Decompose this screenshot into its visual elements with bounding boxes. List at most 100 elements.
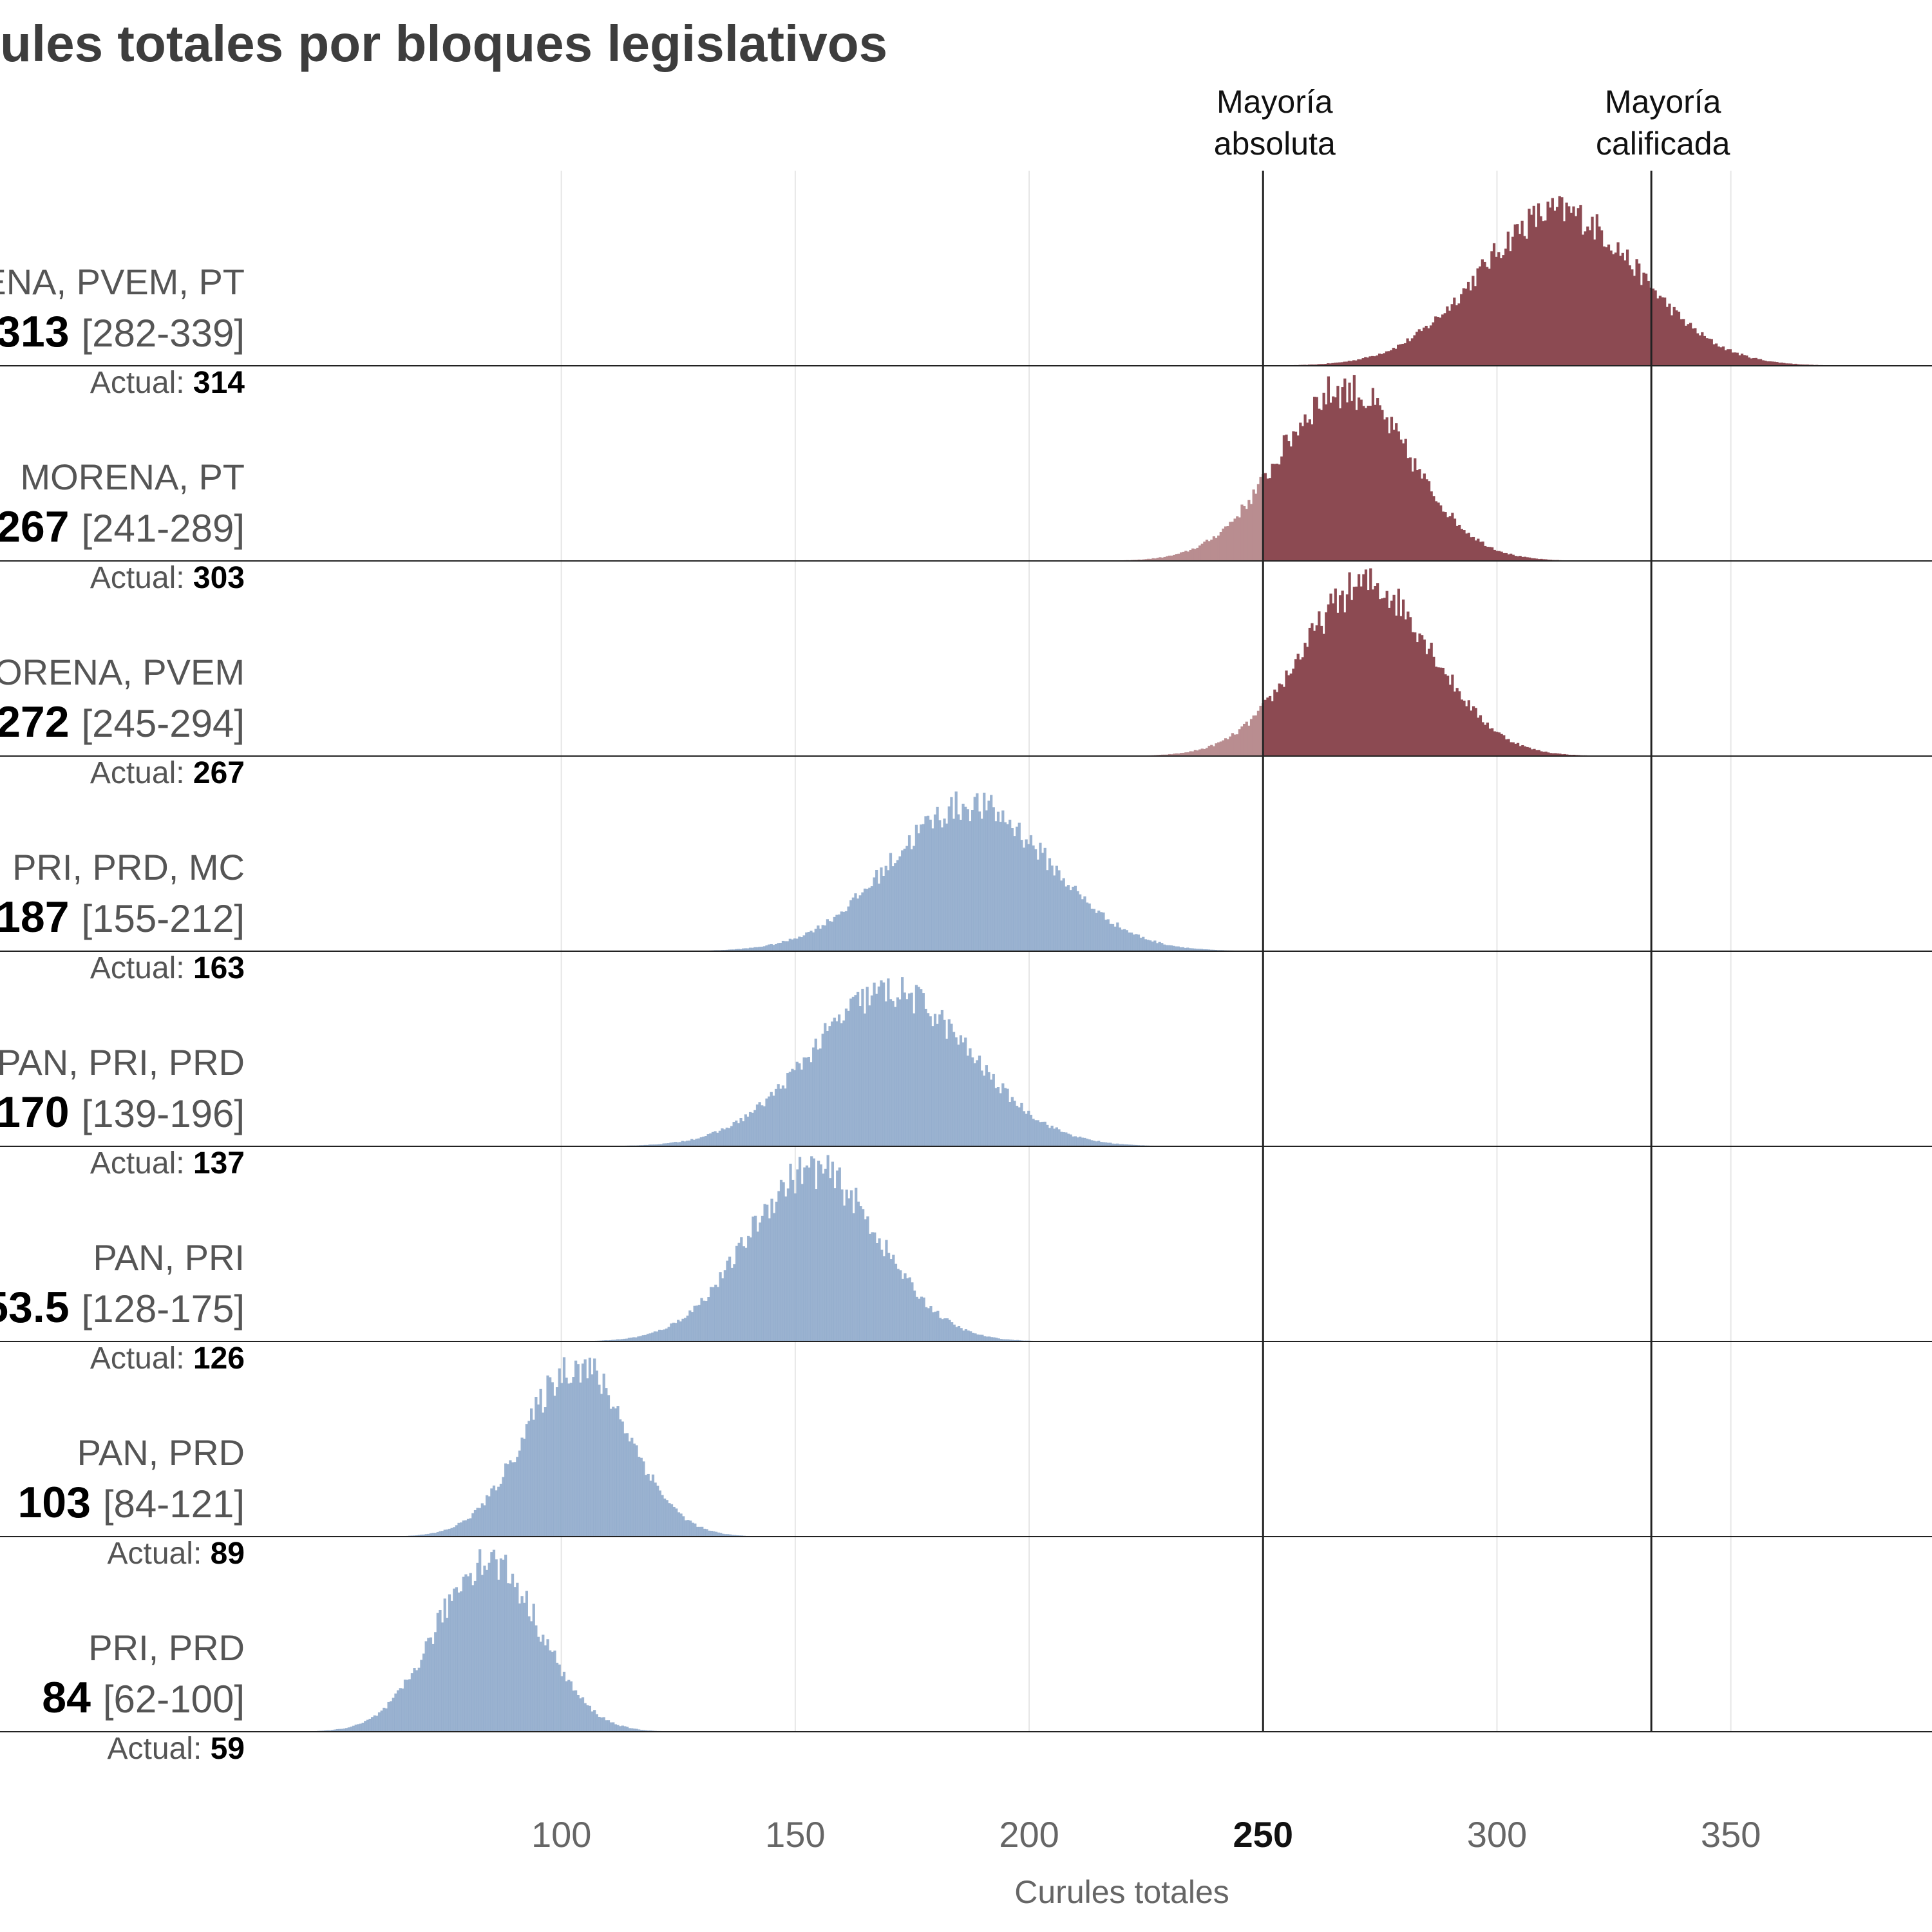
histogram-bar — [714, 1531, 718, 1537]
histogram-bar — [892, 1255, 895, 1341]
bloc-median-value: 267 — [0, 502, 81, 551]
histogram-bar — [1388, 433, 1391, 561]
histogram-bar — [929, 819, 932, 951]
histogram-bar — [483, 1566, 486, 1732]
histogram-bar — [810, 931, 813, 951]
histogram-bar — [1072, 886, 1075, 951]
histogram-bar — [914, 824, 918, 951]
histogram-bar — [1203, 541, 1206, 561]
histogram-bar — [837, 1014, 841, 1146]
histogram-bar — [882, 875, 886, 951]
histogram-bar — [739, 1118, 743, 1146]
histogram-bar — [1057, 1129, 1061, 1146]
histogram-bar — [607, 1720, 611, 1732]
histogram-bar — [1006, 1088, 1009, 1146]
histogram-bar — [917, 987, 920, 1146]
histogram-bar — [974, 1333, 977, 1341]
histogram-bar — [898, 999, 902, 1146]
histogram-bar — [1329, 363, 1332, 366]
bloc-interval: [128-175] — [81, 1287, 245, 1331]
histogram-bar — [415, 1670, 419, 1732]
histogram-bar — [1029, 1115, 1033, 1146]
histogram-bar — [831, 1161, 835, 1341]
histogram-bar — [723, 1270, 726, 1341]
histogram-bar — [878, 1238, 881, 1341]
histogram-bar — [1591, 216, 1594, 366]
histogram-bar — [1616, 242, 1620, 366]
histogram-bar — [532, 1419, 535, 1537]
histogram-bar — [855, 1188, 858, 1341]
histogram-bar — [1523, 236, 1526, 366]
histogram-bar — [735, 1535, 739, 1537]
histogram-bar — [1294, 659, 1298, 756]
histogram-bar — [1196, 750, 1199, 756]
histogram-bar — [1656, 298, 1660, 366]
histogram-bar — [1301, 657, 1305, 756]
histogram-bar — [976, 793, 979, 951]
histogram-bar — [1658, 296, 1662, 366]
histogram-4 — [709, 791, 1234, 951]
histogram-bar — [1427, 649, 1431, 756]
histogram-bar — [1113, 926, 1117, 951]
histogram-bar — [646, 1144, 649, 1146]
bloc-actual-value: 267 — [193, 756, 245, 790]
histogram-bar — [399, 1688, 402, 1732]
histogram-bar — [1378, 405, 1381, 561]
histogram-bar — [1416, 470, 1419, 561]
histogram-bar — [1282, 687, 1285, 756]
histogram-bar — [1703, 336, 1707, 366]
histogram-bar — [1177, 946, 1180, 951]
histogram-bar — [1797, 364, 1800, 366]
histogram-bar — [1053, 1128, 1056, 1146]
histogram-bar — [1495, 732, 1499, 756]
histogram-bar — [1416, 332, 1419, 366]
histogram-bar — [1488, 728, 1492, 756]
histogram-bar — [737, 1123, 741, 1146]
histogram-bar — [1439, 505, 1443, 561]
histogram-bar — [1640, 285, 1643, 366]
histogram-bar — [1109, 923, 1112, 951]
histogram-bar — [1404, 439, 1407, 561]
histogram-bar — [518, 1603, 522, 1732]
histogram-bar — [1314, 364, 1318, 366]
histogram-bar — [1275, 692, 1279, 756]
histogram-bar — [717, 1532, 720, 1537]
histogram-bar — [920, 989, 923, 1146]
histogram-bar — [453, 1588, 456, 1732]
histogram-bar — [549, 1377, 552, 1537]
histogram-bar — [894, 1264, 898, 1341]
bloc-actual-label: Actual: — [90, 366, 193, 400]
histogram-bar — [1306, 422, 1309, 561]
histogram-bar — [728, 1128, 731, 1146]
histogram-bar — [695, 1139, 698, 1146]
histogram-bar — [1465, 706, 1468, 756]
histogram-bar — [1048, 1128, 1052, 1146]
histogram-bar — [1116, 1143, 1119, 1146]
histogram-bar — [394, 1693, 397, 1732]
histogram-bar — [1504, 553, 1508, 561]
histogram-bar — [466, 1519, 470, 1537]
histogram-bar — [1160, 943, 1164, 951]
histogram-bar — [495, 1490, 498, 1537]
histogram-bar — [471, 1513, 475, 1537]
histogram-bar — [612, 1722, 615, 1732]
histogram-bar — [1661, 297, 1664, 366]
histogram-bar — [1184, 947, 1187, 951]
histogram-bar — [439, 1531, 442, 1537]
histogram-bar — [634, 1337, 638, 1341]
histogram-bar — [1406, 338, 1409, 366]
histogram-bar — [808, 1167, 811, 1341]
histogram-bar — [530, 1408, 533, 1537]
histogram-bar — [1687, 324, 1690, 366]
histogram-bar — [1395, 423, 1398, 561]
histogram-bar — [1308, 419, 1311, 561]
histogram-bar — [1455, 305, 1459, 366]
histogram-bar — [997, 1338, 1000, 1341]
histogram-bar — [1427, 328, 1430, 366]
histogram-bar — [1488, 547, 1492, 561]
histogram-bar — [880, 867, 883, 951]
histogram-bar — [1312, 630, 1316, 756]
histogram-bar — [1060, 880, 1063, 951]
histogram-bar — [1520, 220, 1524, 366]
histogram-bar — [1537, 203, 1540, 366]
